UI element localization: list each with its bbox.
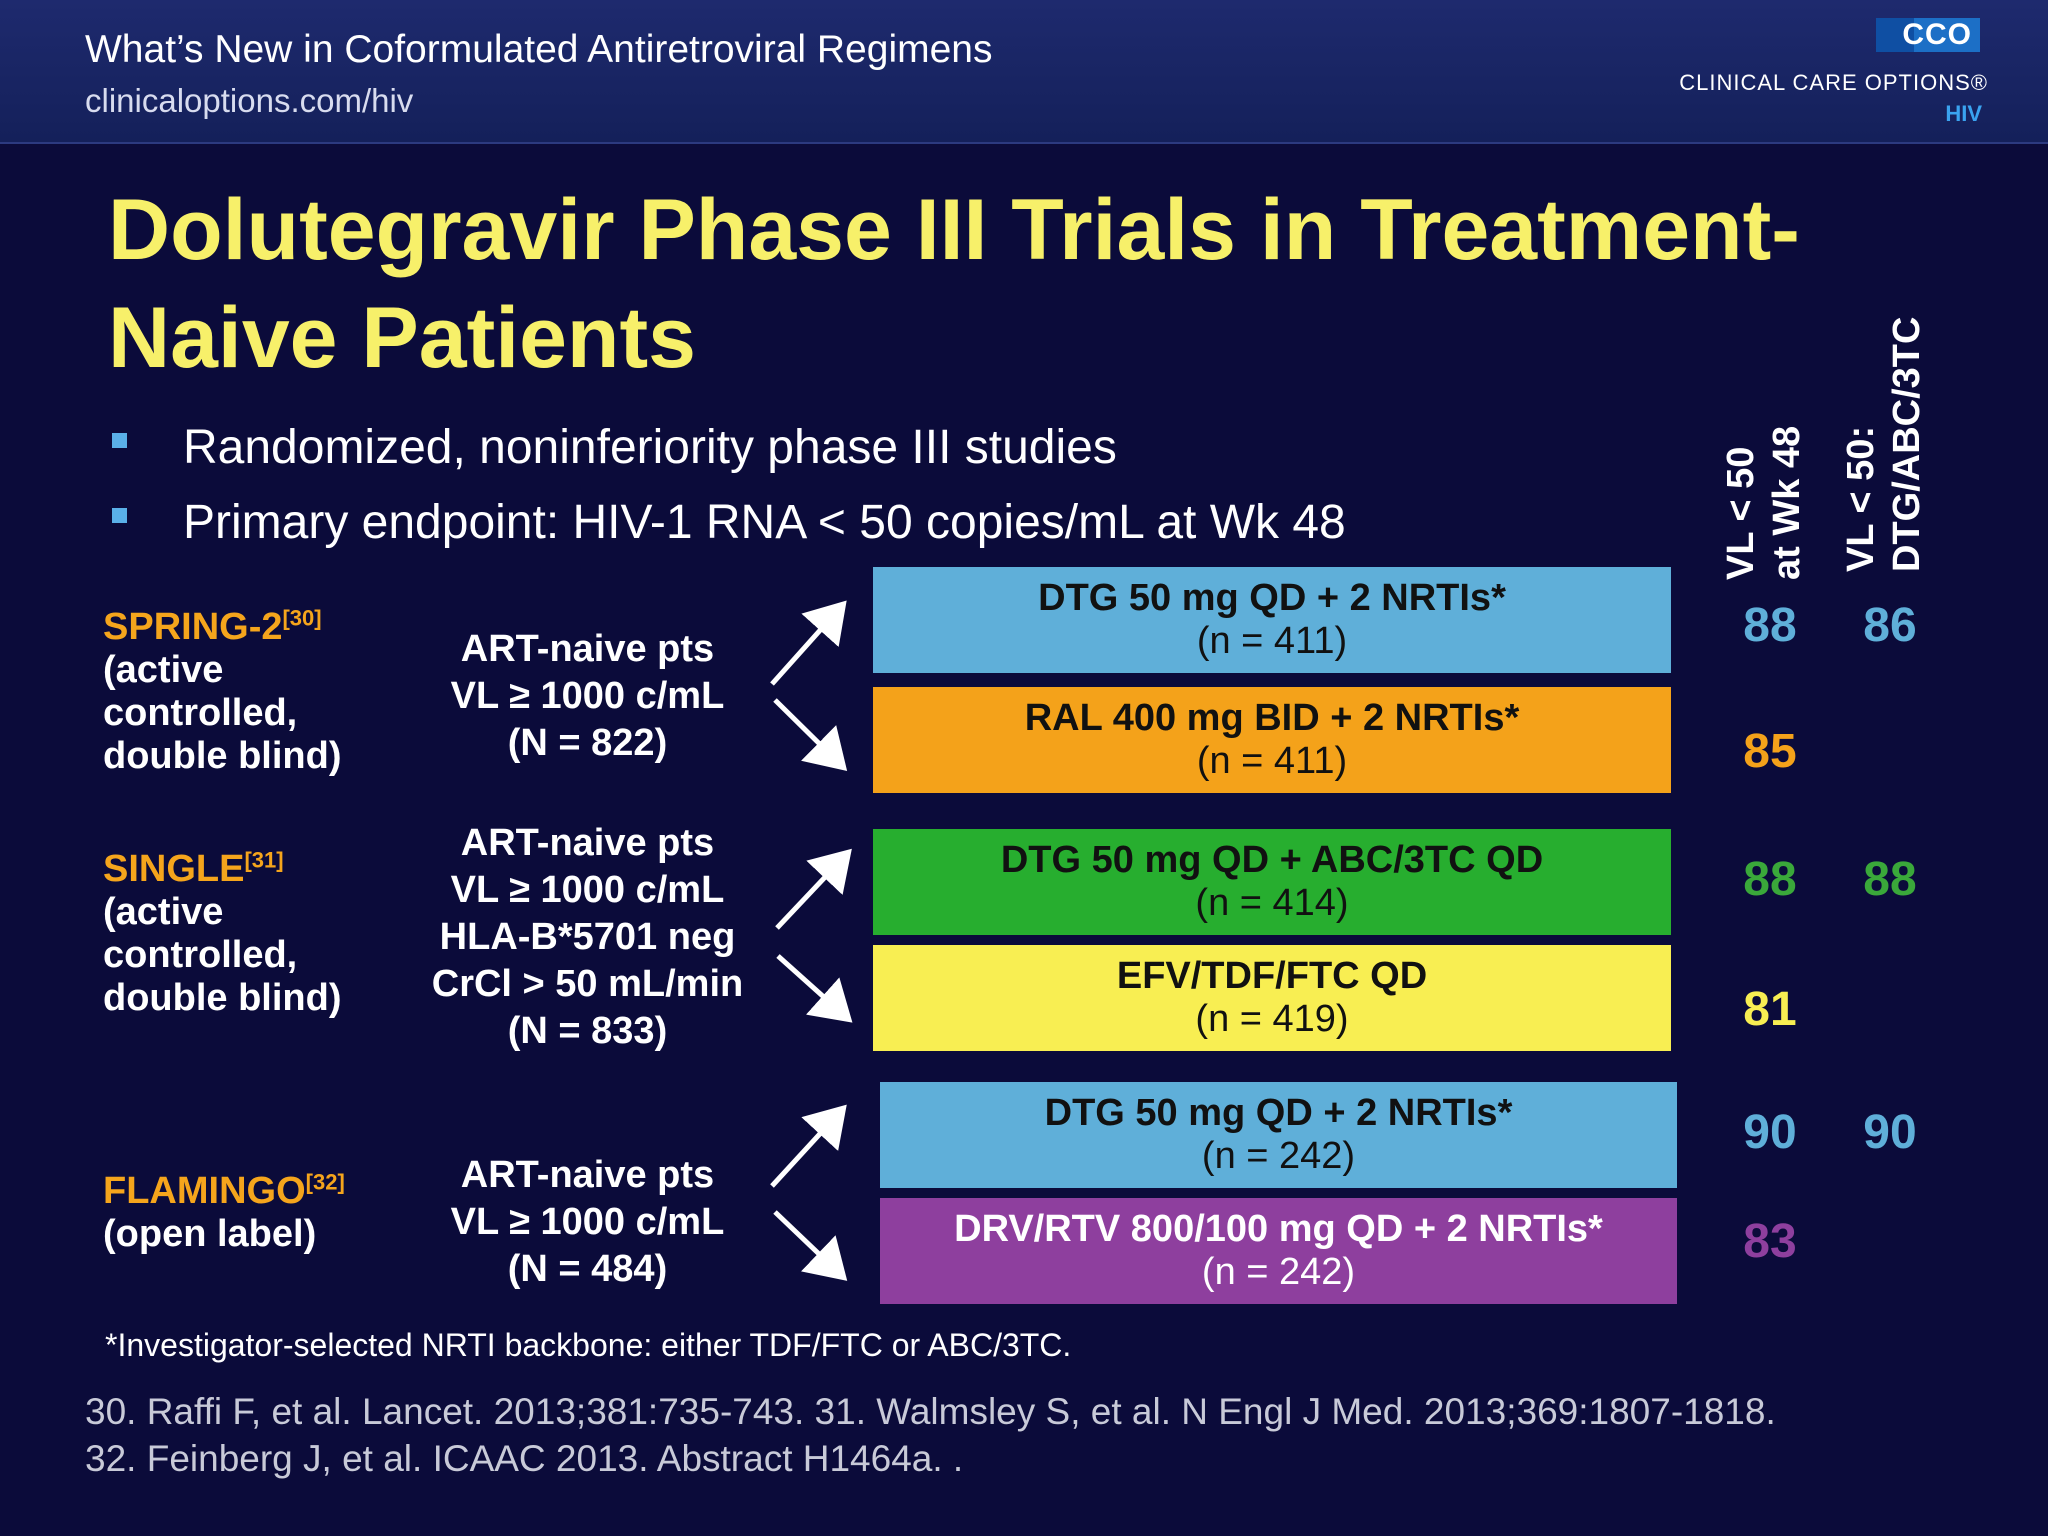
arm-label: RAL 400 mg BID + 2 NRTIs* bbox=[1024, 697, 1520, 739]
logo-mark: CCO bbox=[1902, 18, 1972, 51]
arm-n: (n = 411) bbox=[1196, 740, 1348, 782]
arrow-up-icon bbox=[770, 1104, 847, 1188]
reference-line: 32. Feinberg J, et al. ICAAC 2013. Abstr… bbox=[85, 1438, 964, 1479]
reference-line: 30. Raffi F, et al. Lancet. 2013;381:735… bbox=[85, 1391, 1776, 1432]
value-dtg-abc-3tc: 86 bbox=[1863, 599, 1917, 652]
population-line: CrCl > 50 mL/min bbox=[431, 963, 744, 1005]
value-vl48: 83 bbox=[1743, 1215, 1797, 1268]
trial-desc-line: (active bbox=[103, 649, 224, 691]
footnote: *Investigator-selected NRTI backbone: ei… bbox=[105, 1327, 1072, 1363]
population-line: ART-naive pts bbox=[460, 1154, 715, 1196]
header-bar: What’s New in Coformulated Antiretrovira… bbox=[0, 0, 2048, 144]
value-vl48: 88 bbox=[1743, 853, 1797, 906]
bullet-item: Primary endpoint: HIV-1 RNA < 50 copies/… bbox=[112, 495, 1346, 550]
arm-label: DTG 50 mg QD + 2 NRTIs* bbox=[1044, 1092, 1513, 1134]
population-line: (N = 484) bbox=[507, 1248, 668, 1290]
value-vl48: 90 bbox=[1743, 1106, 1797, 1159]
population-line: (N = 833) bbox=[507, 1010, 668, 1052]
trial-desc-line: (open label) bbox=[103, 1213, 317, 1255]
arm-n: (n = 242) bbox=[1201, 1135, 1356, 1177]
arm-box-single-dtg: DTG 50 mg QD + ABC/3TC QD (n = 414) bbox=[873, 829, 1671, 935]
cco-logo: CCO bbox=[1876, 18, 1980, 52]
trial-spring2-label: SPRING-2[30] (active controlled, double … bbox=[103, 606, 342, 778]
trial-desc-line: double blind) bbox=[103, 977, 342, 1019]
arm-n: (n = 419) bbox=[1195, 998, 1349, 1040]
population-line: (N = 822) bbox=[507, 722, 668, 764]
arm-label: DRV/RTV 800/100 mg QD + 2 NRTIs* bbox=[954, 1208, 1603, 1250]
trial-name: SINGLE bbox=[103, 848, 245, 890]
arm-label: DTG 50 mg QD + 2 NRTIs* bbox=[1038, 577, 1506, 619]
arm-n: (n = 242) bbox=[1201, 1251, 1356, 1293]
references: 30. Raffi F, et al. Lancet. 2013;381:735… bbox=[85, 1388, 1776, 1482]
trial-flamingo-population: ART-naive pts VL ≥ 1000 c/mL (N = 484) bbox=[400, 1152, 775, 1293]
arrow-up-icon bbox=[770, 600, 847, 686]
arm-label: DTG 50 mg QD + ABC/3TC QD bbox=[1000, 839, 1544, 881]
trial-single-population: ART-naive pts VL ≥ 1000 c/mL HLA-B*5701 … bbox=[400, 820, 775, 1055]
bullet-item: Randomized, noninferiority phase III stu… bbox=[112, 420, 1117, 475]
population-line: ART-naive pts bbox=[460, 628, 715, 670]
trial-flamingo-label: FLAMINGO[32] (open label) bbox=[103, 1170, 345, 1256]
arrow-down-icon bbox=[773, 698, 848, 772]
bullet-text: Primary endpoint: HIV-1 RNA < 50 copies/… bbox=[183, 496, 1346, 549]
arm-n: (n = 414) bbox=[1195, 882, 1349, 924]
population-line: ART-naive pts bbox=[460, 822, 715, 864]
trial-single-label: SINGLE[31] (active controlled, double bl… bbox=[103, 848, 342, 1020]
trial-ref: [30] bbox=[282, 605, 322, 631]
arm-label: EFV/TDF/FTC QD bbox=[1116, 955, 1428, 997]
arm-box-spring2-ral: RAL 400 mg BID + 2 NRTIs* (n = 411) bbox=[873, 687, 1671, 793]
trial-name: FLAMINGO bbox=[103, 1170, 306, 1212]
trial-ref: [31] bbox=[244, 847, 284, 873]
trial-ref: [32] bbox=[305, 1169, 345, 1195]
trial-name: SPRING-2 bbox=[103, 606, 283, 648]
bullet-text: Randomized, noninferiority phase III stu… bbox=[183, 421, 1117, 474]
logo-sub: HIV bbox=[1945, 101, 1982, 126]
arrow-down-icon bbox=[773, 1210, 848, 1281]
population-line: HLA-B*5701 neg bbox=[439, 916, 736, 958]
logo-name: CLINICAL CARE OPTIONS® bbox=[1679, 70, 1988, 95]
trial-desc-line: (active bbox=[103, 891, 224, 933]
arrow-down-icon bbox=[776, 954, 853, 1023]
arm-box-spring2-dtg: DTG 50 mg QD + 2 NRTIs* (n = 411) bbox=[873, 567, 1671, 673]
logo-block bbox=[1876, 18, 1914, 52]
arm-box-flamingo-drv: DRV/RTV 800/100 mg QD + 2 NRTIs* (n = 24… bbox=[880, 1198, 1677, 1304]
population-line: VL ≥ 1000 c/mL bbox=[450, 1201, 725, 1243]
value-dtg-abc-3tc: 90 bbox=[1863, 1106, 1917, 1159]
arm-n: (n = 411) bbox=[1196, 620, 1348, 662]
value-dtg-abc-3tc: 88 bbox=[1863, 853, 1917, 906]
arrow-up-icon bbox=[775, 848, 852, 930]
header-url[interactable]: clinicaloptions.com/hiv bbox=[85, 82, 414, 119]
value-vl48: 85 bbox=[1743, 725, 1797, 778]
bullet-square-icon bbox=[112, 507, 127, 523]
value-vl48: 88 bbox=[1743, 599, 1797, 652]
trial-spring2-population: ART-naive pts VL ≥ 1000 c/mL (N = 822) bbox=[400, 626, 775, 767]
bullet-square-icon bbox=[112, 432, 127, 448]
arm-box-single-efv: EFV/TDF/FTC QD (n = 419) bbox=[873, 945, 1671, 1051]
trial-desc-line: controlled, bbox=[103, 692, 298, 734]
trial-desc-line: double blind) bbox=[103, 735, 342, 777]
population-line: VL ≥ 1000 c/mL bbox=[450, 675, 725, 717]
header-title: What’s New in Coformulated Antiretrovira… bbox=[85, 28, 993, 71]
slide-title: Dolutegravir Phase III Trials in Treatme… bbox=[108, 182, 1800, 386]
value-vl48: 81 bbox=[1743, 983, 1797, 1036]
population-line: VL ≥ 1000 c/mL bbox=[450, 869, 725, 911]
trial-desc-line: controlled, bbox=[103, 934, 298, 976]
arm-box-flamingo-dtg: DTG 50 mg QD + 2 NRTIs* (n = 242) bbox=[880, 1082, 1677, 1188]
